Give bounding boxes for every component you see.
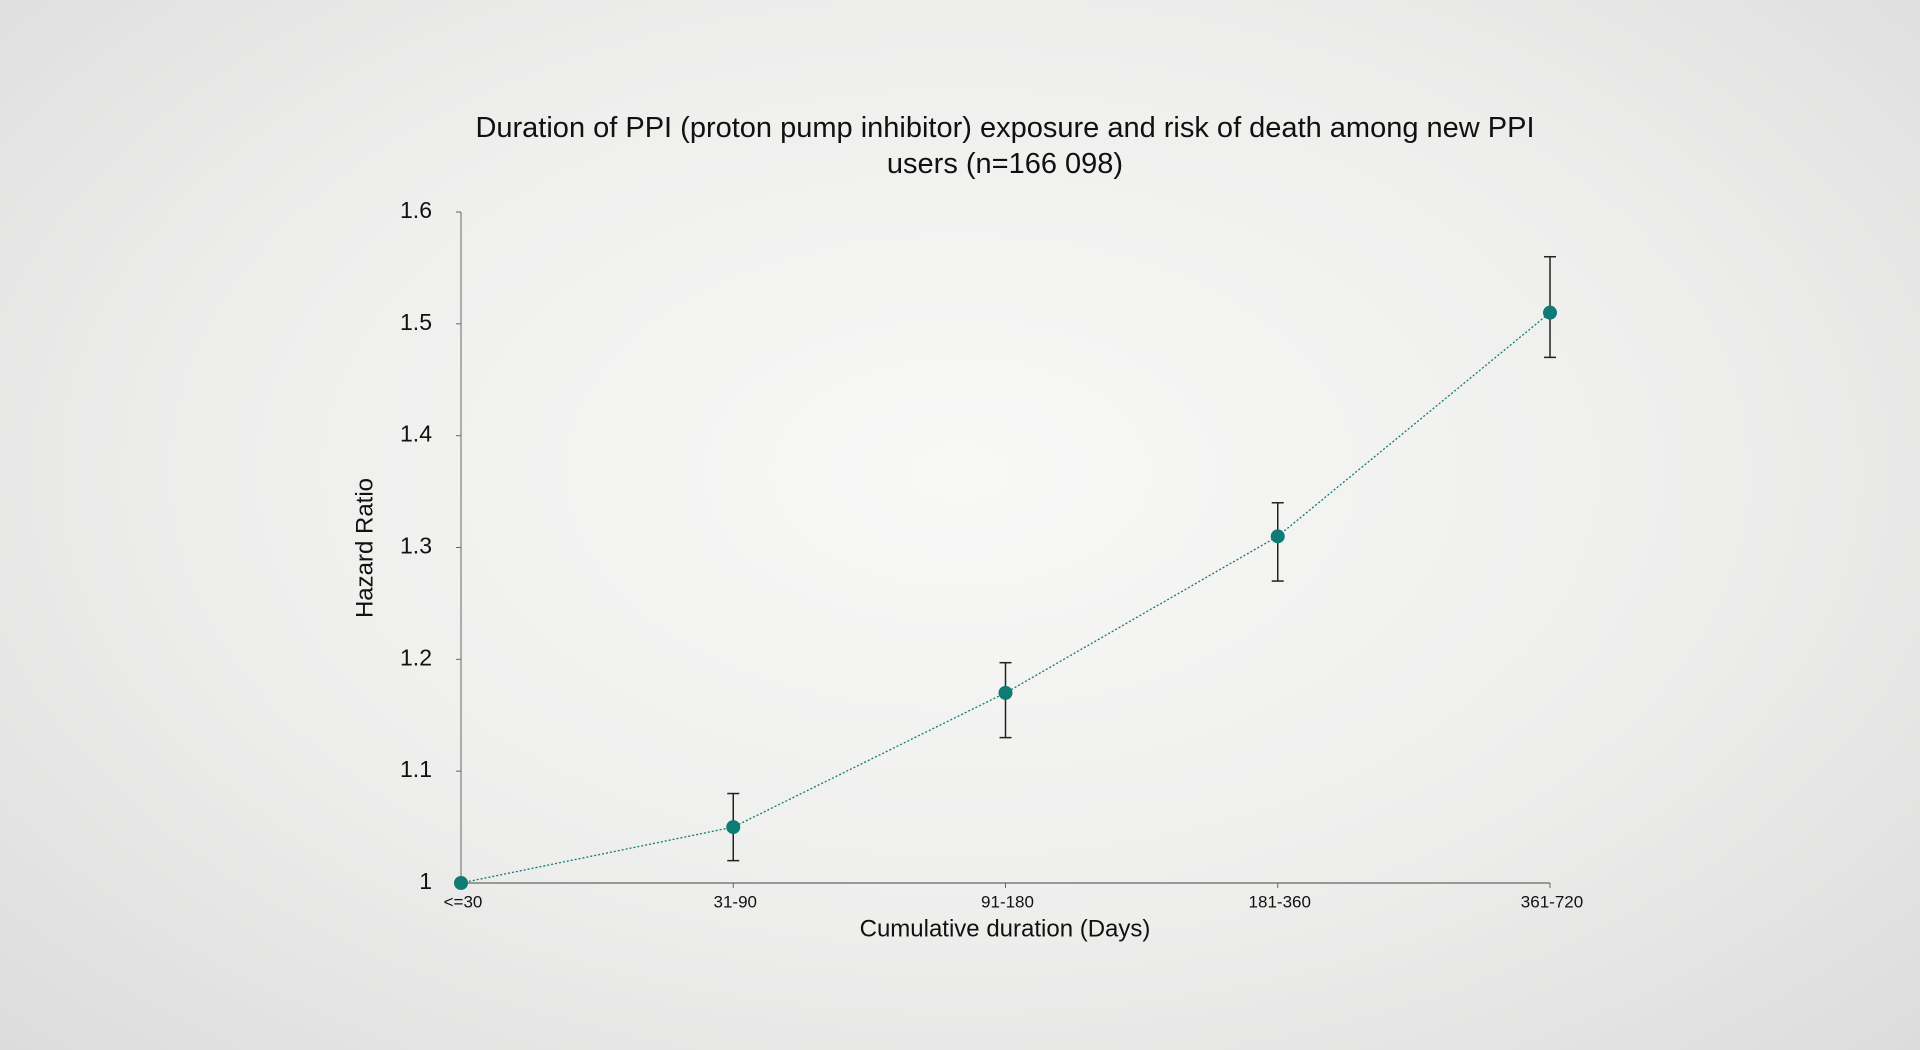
y-tick-label: 1.2 <box>400 644 432 670</box>
y-tick-label: 1.3 <box>400 533 432 559</box>
y-tick-label: 1 <box>419 868 432 894</box>
data-point <box>1543 305 1557 320</box>
y-tick-label: 1.6 <box>400 197 432 223</box>
x-tick-label: <=30 <box>444 892 483 911</box>
x-axis-label: Cumulative duration (Days) <box>860 915 1151 942</box>
error-bar <box>999 661 1012 739</box>
y-tick-label: 1.1 <box>400 756 432 782</box>
y-tick-label: 1.4 <box>400 421 432 447</box>
data-line <box>460 312 1551 884</box>
data-point <box>1270 529 1285 544</box>
x-tick-label: 181-360 <box>1249 892 1311 911</box>
x-tick-label: 361-720 <box>1521 892 1583 911</box>
x-tick-label: 31-90 <box>714 892 757 911</box>
data-point <box>998 685 1013 700</box>
y-axis-label: Hazard Ratio <box>351 478 378 618</box>
y-tick-label: 1.5 <box>400 309 432 335</box>
data-point <box>726 820 741 835</box>
x-tick-label: 91-180 <box>981 892 1034 911</box>
chart-title: Duration of PPI (proton pump inhibitor) … <box>475 112 1535 180</box>
data-point <box>454 876 468 890</box>
